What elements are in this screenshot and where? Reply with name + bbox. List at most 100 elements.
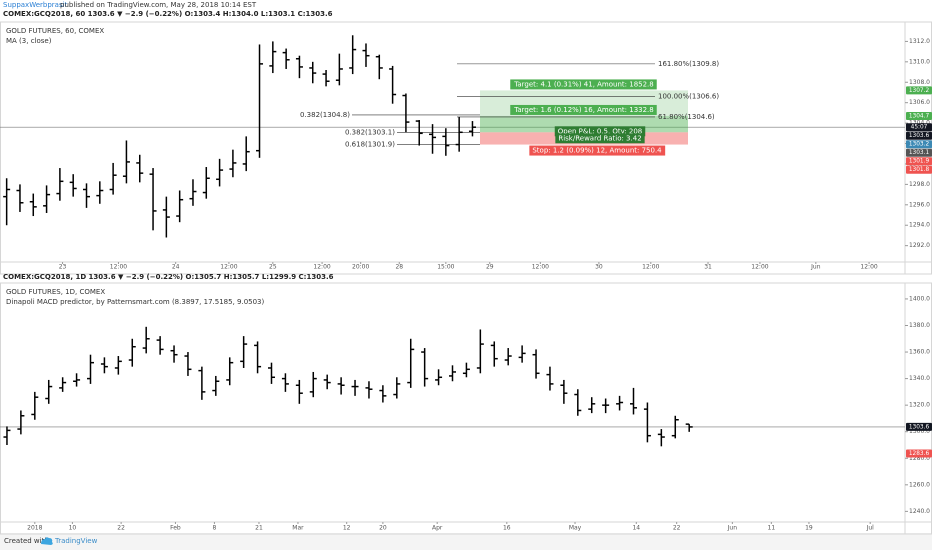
y-tick-label: 1312.0 [909,38,930,45]
x-tick-label: May [569,525,582,532]
x-tick-label: Apr [432,525,443,532]
y-tick-label: 1300.0 [909,428,930,435]
x-tick-label: Jun [810,264,821,271]
symbol-line: COMEX:GCQ2018, 1D 1303.6 ▼ −2.9 (−0.22%)… [3,273,334,281]
price-tag [906,157,932,166]
x-tick-label: 10 [69,525,77,532]
fib-label: 161.80%(1309.8) [658,60,719,68]
label-box [529,145,666,156]
x-tick-label: 21 [255,525,263,532]
price-tag-label: 1303.1 [909,150,930,156]
fib-label: 61.80%(1304.6) [658,113,715,121]
fib-label: 0.618(1301.9) [345,141,395,149]
x-tick-label: 12:00 [313,264,330,271]
x-tick-label: Feb [170,525,181,532]
author[interactable]: SuppaxWerbprasit [3,1,68,9]
price-tag-label: 45:07 [911,125,928,131]
price-tag [906,449,932,458]
footer-created: Created with [4,537,49,545]
price-tag-label: 1283.6 [909,451,930,457]
x-tick-label: 22 [673,525,681,532]
chart-title: GOLD FUTURES, 60, COMEX [6,27,104,35]
price-tag [906,140,932,149]
x-tick-label: 12:00 [220,264,237,271]
y-tick-label: 1360.0 [909,349,930,356]
price-tag-label: 1303.2 [909,142,930,148]
x-tick-label: 8 [213,525,217,532]
price-tag [906,165,932,174]
footer-bar [0,533,932,550]
indicator-label: Dinapoli MACD predictor, by Patternsmart… [6,298,265,306]
label-text: Target: 1.6 (0.12%) 16, Amount: 1332.8 [513,106,653,114]
x-tick-label: 25 [269,264,277,271]
x-tick-label: 31 [704,264,712,271]
indicator-label: MA (3, close) [6,37,52,45]
price-tag-label: 1304.7 [909,113,930,119]
x-tick-label: 12 [343,525,351,532]
y-tick-label: 1400.0 [909,295,930,302]
price-tag [906,86,932,95]
y-tick-label: 1308.0 [909,79,930,86]
x-tick-label: 16 [503,525,511,532]
y-tick-label: 1310.0 [909,58,930,65]
brand-logo [41,537,53,545]
x-tick-label: 12:00 [110,264,127,271]
price-tag [906,148,932,157]
x-tick-label: 2018 [27,525,42,532]
x-tick-label: 14 [632,525,640,532]
price-tag [906,131,932,140]
y-tick-label: 1306.0 [909,99,930,106]
y-tick-label: 1380.0 [909,322,930,329]
y-tick-label: 1294.0 [909,222,930,229]
x-tick-label: 11 [768,525,776,532]
x-tick-label: 15:00 [437,264,454,271]
x-tick-label: 23 [59,264,67,271]
footer-brand[interactable]: TradingView [54,537,98,545]
y-tick-label: 1296.0 [909,201,930,208]
label-box [510,104,657,115]
y-tick-label: 1240.0 [909,508,930,515]
x-tick-label: 22 [117,525,125,532]
x-tick-label: 20 [379,525,387,532]
label-box [555,133,645,144]
chart-title: GOLD FUTURES, 1D, COMEX [6,288,105,296]
price-tag-label: 1303.6 [909,133,930,139]
label-box [510,79,657,90]
price-tag-label: 1301.9 [909,159,930,165]
y-tick-label: 1260.0 [909,481,930,488]
fib-label: 0.382(1303.1) [345,128,395,136]
price-tag-label: 1307.2 [909,88,930,94]
symbol-line: COMEX:GCQ2018, 60 1303.6 ▼ −2.9 (−0.22%)… [3,10,333,18]
y-tick-label: 1280.0 [909,455,930,462]
label-text: Open P&L: 0.5, Qty: 208 [558,127,643,135]
x-tick-label: Jun [727,525,738,532]
x-tick-label: 12:00 [860,264,877,271]
x-tick-label: 24 [172,264,180,271]
x-tick-label: 12:00 [751,264,768,271]
price-tag [906,111,932,120]
published-note: published on TradingView.com, May 28, 20… [60,1,257,9]
price-tag-label: 1303.6 [909,424,930,430]
y-tick-label: 1340.0 [909,375,930,382]
price-tag [906,123,932,132]
y-tick-label: 1320.0 [909,402,930,409]
fib-label: 0.382(1304.8) [300,111,350,119]
x-tick-label: 28 [395,264,403,271]
y-tick-label: 1292.0 [909,242,930,249]
y-tick-label: 1304.0 [909,120,930,127]
y-tick-label: 1298.0 [909,181,930,188]
x-tick-label: 29 [486,264,494,271]
x-tick-label: 19 [805,525,813,532]
label-text: Risk/Reward Ratio: 3.42 [558,134,641,142]
x-tick-label: 20:00 [352,264,369,271]
price-tag [906,422,932,431]
label-text: Target: 4.1 (0.31%) 41, Amount: 1852.8 [513,80,653,88]
fib-label: 100.00%(1306.6) [658,93,719,101]
x-tick-label: Mar [292,525,304,532]
x-tick-label: Jul [866,525,875,532]
label-box [554,126,646,137]
x-tick-label: 12:00 [532,264,549,271]
